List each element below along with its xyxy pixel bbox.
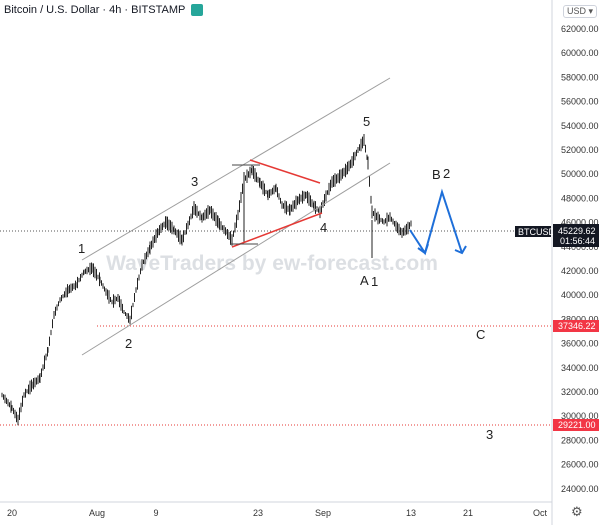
time-axis[interactable]: 20 Aug 9 23 Sep 13 21 Oct bbox=[7, 508, 548, 518]
currency-selector[interactable]: USD ▾ bbox=[563, 5, 598, 18]
price-tick-label: 36000.00 bbox=[561, 339, 599, 349]
price-tick-label: 34000.00 bbox=[561, 363, 599, 373]
wave-label-b: B bbox=[432, 167, 441, 182]
triangle-upper-line[interactable] bbox=[249, 159, 321, 184]
wave-label-a: A bbox=[360, 273, 369, 288]
time-tick-label: Aug bbox=[89, 508, 105, 518]
wave-label-3: 3 bbox=[191, 174, 198, 189]
price-tick-label: 42000.00 bbox=[561, 266, 599, 276]
forecast-arrow-c bbox=[454, 245, 467, 255]
price-tick-label: 40000.00 bbox=[561, 290, 599, 300]
current-price-tag-bg bbox=[553, 224, 599, 247]
price-tick-label: 24000.00 bbox=[561, 484, 599, 494]
level-tag-2-bg bbox=[553, 419, 599, 431]
forecast-path[interactable] bbox=[409, 188, 463, 256]
time-tick-label: 9 bbox=[153, 508, 158, 518]
price-tick-label: 52000.00 bbox=[561, 145, 599, 155]
level-tag-2: 29221.00 bbox=[558, 420, 596, 430]
wave-label-1: 1 bbox=[78, 241, 85, 256]
forecast-arrow-a bbox=[417, 243, 429, 255]
chevron-down-icon: ▾ bbox=[588, 6, 594, 16]
time-tick-label: 13 bbox=[406, 508, 416, 518]
channel-lower-line[interactable] bbox=[81, 162, 391, 356]
currency-label: USD bbox=[567, 6, 587, 16]
price-tick-label: 56000.00 bbox=[561, 97, 599, 107]
chart-header: Bitcoin / U.S. Dollar · 4h · BITSTAMP bbox=[4, 4, 204, 16]
current-price-tag: 45229.62 bbox=[558, 226, 596, 236]
price-tick-label: 46000.00 bbox=[561, 218, 599, 228]
time-tick-label: 23 bbox=[253, 508, 263, 518]
price-tick-label: 28000.00 bbox=[561, 435, 599, 445]
wave-label-b-2: 2 bbox=[443, 166, 450, 181]
price-tick-label: 48000.00 bbox=[561, 193, 599, 203]
level-tag-1: 37346.22 bbox=[558, 321, 596, 331]
level-tag-1-bg bbox=[553, 320, 599, 332]
time-tick-label: 20 bbox=[7, 508, 17, 518]
chart-title: Bitcoin / U.S. Dollar · 4h · BITSTAMP bbox=[4, 4, 186, 16]
wave-label-2: 2 bbox=[125, 336, 132, 351]
price-bars bbox=[1, 134, 412, 426]
channel-upper-line[interactable] bbox=[81, 77, 391, 261]
price-tick-label: 62000.00 bbox=[561, 24, 599, 34]
gear-icon[interactable]: ⚙ bbox=[571, 505, 583, 520]
time-tick-label: Sep bbox=[315, 508, 331, 518]
symbol-tag: BTCUSD bbox=[518, 227, 556, 237]
watermark: WaveTraders by ew-forecast.com bbox=[106, 252, 438, 275]
price-tick-label: 38000.00 bbox=[561, 314, 599, 324]
wave-label-4: 4 bbox=[320, 220, 327, 235]
triangle-lower-line[interactable] bbox=[231, 212, 323, 248]
wave-label-c-3: 3 bbox=[486, 427, 493, 442]
symbol-tag-bg bbox=[515, 226, 551, 237]
time-tick-label: Oct bbox=[533, 508, 548, 518]
wave-label-c: C bbox=[476, 327, 485, 342]
price-tick-label: 54000.00 bbox=[561, 121, 599, 131]
price-tick-label: 30000.00 bbox=[561, 411, 599, 421]
wave-label-5: 5 bbox=[363, 114, 370, 129]
price-tick-label: 26000.00 bbox=[561, 460, 599, 470]
wave-label-a-1: 1 bbox=[371, 274, 378, 289]
time-tick-label: 21 bbox=[463, 508, 473, 518]
countdown-tag: 01:56:44 bbox=[560, 236, 595, 246]
price-tick-label: 50000.00 bbox=[561, 169, 599, 179]
price-tick-label: 58000.00 bbox=[561, 72, 599, 82]
market-status-icon bbox=[191, 4, 204, 16]
price-tick-label: 32000.00 bbox=[561, 387, 599, 397]
price-tick-label: 60000.00 bbox=[561, 48, 599, 58]
